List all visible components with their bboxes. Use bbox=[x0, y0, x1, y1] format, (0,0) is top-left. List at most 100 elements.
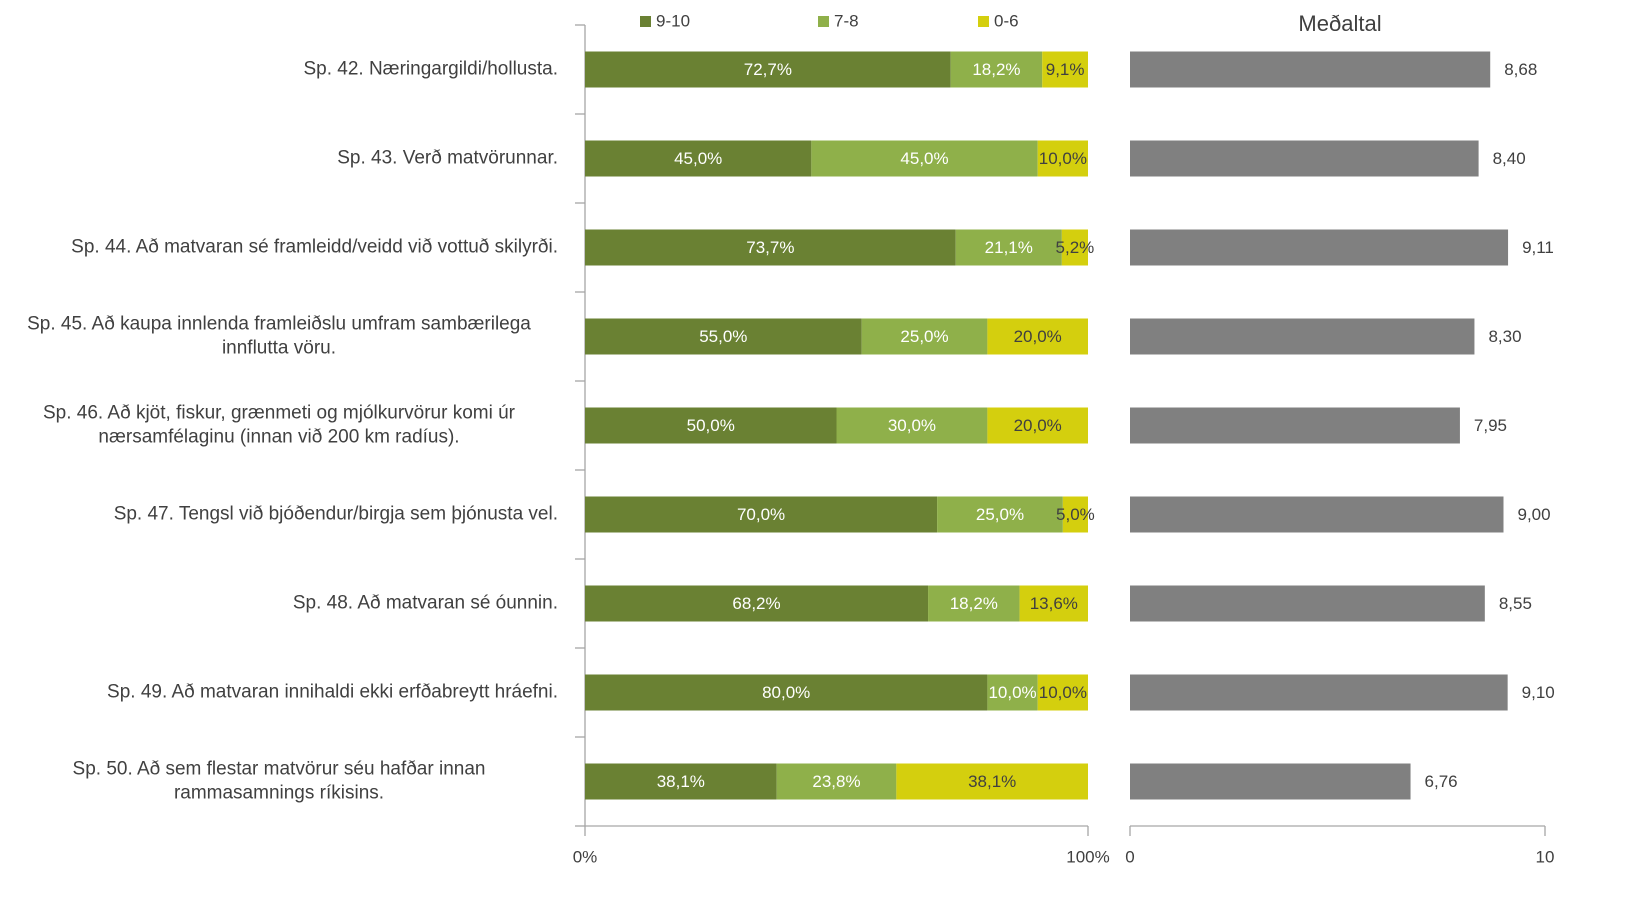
data-label: 5,2% bbox=[1056, 238, 1095, 257]
legend-swatch bbox=[978, 16, 989, 27]
category-label: Sp. 49. Að matvaran innihaldi ekki erfða… bbox=[0, 680, 558, 705]
bar-segment bbox=[776, 763, 897, 800]
bar-segment bbox=[1037, 140, 1088, 177]
data-label: 8,30 bbox=[1488, 327, 1521, 346]
chart-title: Meðaltal bbox=[1298, 11, 1381, 36]
category-label: Sp. 44. Að matvaran sé framleidd/veidd v… bbox=[0, 235, 558, 260]
legend-swatch bbox=[640, 16, 651, 27]
bar-segment bbox=[950, 51, 1043, 88]
category-label: Sp. 50. Að sem flestar matvörur séu hafð… bbox=[0, 757, 558, 806]
data-label: 7,95 bbox=[1474, 416, 1507, 435]
data-label: 70,0% bbox=[737, 505, 785, 524]
data-label: 10,0% bbox=[1039, 683, 1087, 702]
legend-label: 0-6 bbox=[994, 11, 1019, 30]
bar bbox=[1130, 318, 1475, 355]
data-label: 45,0% bbox=[900, 149, 948, 168]
category-label: Sp. 47. Tengsl við bjóðendur/birgja sem … bbox=[0, 502, 558, 527]
data-label: 8,40 bbox=[1493, 149, 1526, 168]
data-label: 25,0% bbox=[976, 505, 1024, 524]
bar-segment bbox=[836, 407, 988, 444]
category-text: Sp. 48. Að matvaran sé óunnin. bbox=[292, 592, 558, 614]
bar bbox=[1130, 585, 1485, 622]
data-label: 38,1% bbox=[657, 772, 705, 791]
bar bbox=[1130, 407, 1460, 444]
data-label: 6,76 bbox=[1425, 772, 1458, 791]
bar-segment bbox=[955, 229, 1062, 266]
bar-segment bbox=[937, 496, 1063, 533]
bar-segment bbox=[861, 318, 988, 355]
category-text: Sp. 49. Að matvaran innihaldi ekki erfða… bbox=[107, 681, 558, 703]
x-tick-label: 0 bbox=[1125, 847, 1134, 866]
category-text: Sp. 44. Að matvaran sé framleidd/veidd v… bbox=[71, 236, 558, 258]
bar-segment bbox=[987, 407, 1088, 444]
bar bbox=[1130, 229, 1509, 266]
bar bbox=[1130, 496, 1504, 533]
bar bbox=[1130, 763, 1411, 800]
bar-segment bbox=[1061, 229, 1088, 266]
data-label: 13,6% bbox=[1030, 594, 1078, 613]
category-label: Sp. 43. Verð matvörunnar. bbox=[0, 146, 558, 171]
bar-segment bbox=[585, 763, 777, 800]
legend-label: 9-10 bbox=[656, 11, 690, 30]
data-label: 45,0% bbox=[674, 149, 722, 168]
data-label: 8,68 bbox=[1504, 60, 1537, 79]
data-label: 80,0% bbox=[762, 683, 810, 702]
category-label: Sp. 42. Næringargildi/hollusta. bbox=[0, 57, 558, 82]
x-tick-label: 0% bbox=[573, 847, 598, 866]
bar bbox=[1130, 51, 1491, 88]
category-text: Sp. 45. Að kaupa innlenda framleiðslu um… bbox=[27, 312, 531, 359]
data-label: 21,1% bbox=[985, 238, 1033, 257]
data-label: 18,2% bbox=[950, 594, 998, 613]
bar-segment bbox=[1019, 585, 1088, 622]
data-label: 10,0% bbox=[1039, 149, 1087, 168]
bar-segment bbox=[585, 674, 988, 711]
bar-segment bbox=[585, 51, 951, 88]
category-label: Sp. 48. Að matvaran sé óunnin. bbox=[0, 591, 558, 616]
category-text: Sp. 50. Að sem flestar matvörur séu hafð… bbox=[72, 757, 486, 804]
legend-swatch bbox=[818, 16, 829, 27]
bar-segment bbox=[896, 763, 1088, 800]
data-label: 9,11 bbox=[1522, 238, 1554, 257]
category-text: Sp. 42. Næringargildi/hollusta. bbox=[303, 58, 558, 80]
bar-segment bbox=[987, 674, 1038, 711]
bar bbox=[1130, 140, 1479, 177]
data-label: 25,0% bbox=[900, 327, 948, 346]
data-label: 38,1% bbox=[968, 772, 1016, 791]
bar-segment bbox=[1062, 496, 1088, 533]
data-label: 72,7% bbox=[744, 60, 792, 79]
legend-label: 7-8 bbox=[834, 11, 859, 30]
bar-segment bbox=[811, 140, 1038, 177]
bar-segment bbox=[1042, 51, 1088, 88]
data-label: 30,0% bbox=[888, 416, 936, 435]
bar-segment bbox=[585, 407, 837, 444]
data-label: 9,1% bbox=[1046, 60, 1085, 79]
data-label: 18,2% bbox=[972, 60, 1020, 79]
x-tick-label: 100% bbox=[1066, 847, 1109, 866]
bar bbox=[1130, 674, 1508, 711]
data-label: 9,00 bbox=[1518, 505, 1551, 524]
bar-segment bbox=[987, 318, 1088, 355]
category-text: Sp. 47. Tengsl við bjóðendur/birgja sem … bbox=[113, 503, 558, 525]
data-label: 23,8% bbox=[812, 772, 860, 791]
data-label: 5,0% bbox=[1056, 505, 1095, 524]
data-label: 10,0% bbox=[988, 683, 1036, 702]
category-label: Sp. 45. Að kaupa innlenda framleiðslu um… bbox=[0, 312, 558, 361]
x-tick-label: 10 bbox=[1536, 847, 1555, 866]
data-label: 20,0% bbox=[1014, 416, 1062, 435]
bar-segment bbox=[585, 496, 938, 533]
bar-segment bbox=[585, 318, 862, 355]
data-label: 68,2% bbox=[732, 594, 780, 613]
data-label: 9,10 bbox=[1522, 683, 1555, 702]
data-label: 50,0% bbox=[687, 416, 735, 435]
data-label: 55,0% bbox=[699, 327, 747, 346]
bar-segment bbox=[928, 585, 1020, 622]
category-text: Sp. 43. Verð matvörunnar. bbox=[337, 147, 558, 169]
bar-segment bbox=[585, 140, 812, 177]
category-label: Sp. 46. Að kjöt, fiskur, grænmeti og mjó… bbox=[0, 401, 558, 450]
data-label: 20,0% bbox=[1014, 327, 1062, 346]
bar-segment bbox=[585, 229, 956, 266]
bar-segment bbox=[1037, 674, 1088, 711]
category-text: Sp. 46. Að kjöt, fiskur, grænmeti og mjó… bbox=[42, 401, 515, 448]
